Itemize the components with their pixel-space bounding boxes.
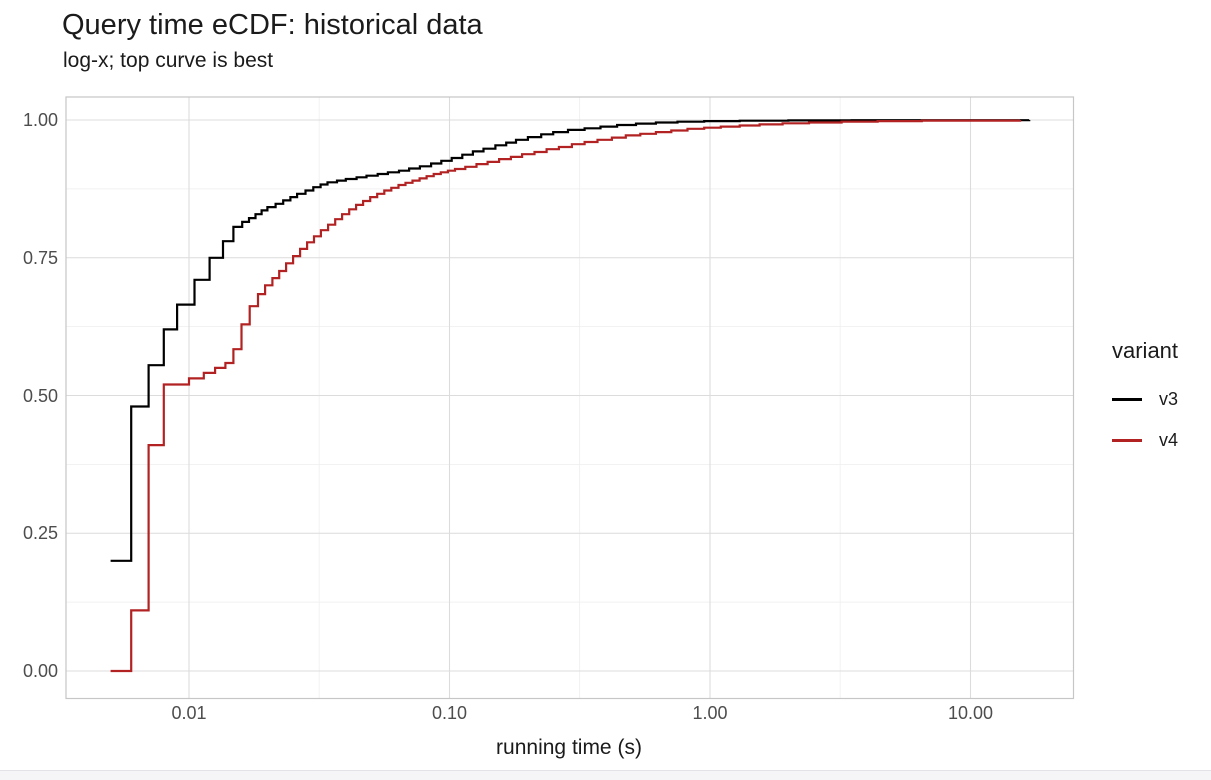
ecdf-curve-v4 [110, 119, 1022, 673]
ecdf-curve-v3 [110, 119, 1031, 562]
panel-border [65, 96, 1075, 700]
y-tick-label: 0.50 [22, 385, 58, 406]
x-tick-label: 1.00 [692, 703, 728, 723]
bottom-edge-strip [0, 770, 1211, 780]
x-axis-title: running time (s) [496, 736, 642, 759]
chart-subtitle: log-x; top curve is best [63, 49, 274, 72]
y-tick-label: 0.75 [22, 247, 58, 268]
y-tick-label: 0.00 [22, 661, 58, 681]
x-tick-label: 0.01 [171, 703, 207, 723]
y-tick-label: 0.25 [22, 523, 58, 544]
legend-key-line-v4 [1112, 438, 1142, 442]
legend: variant v3 v4 [1112, 338, 1178, 450]
legend-key-line-v3 [1112, 397, 1142, 401]
legend-label-v4: v4 [1159, 429, 1179, 450]
legend-title: variant [1112, 338, 1179, 363]
plot-panel [66, 97, 1074, 699]
x-tick-label: 0.10 [431, 703, 468, 723]
x-tick-label: 10.00 [947, 703, 994, 723]
legend-item-v4: v4 [1112, 430, 1178, 450]
chart-title: Query time eCDF: historical data [62, 9, 483, 41]
legend-item-v3: v3 [1112, 389, 1178, 409]
legend-label-v3: v3 [1159, 388, 1179, 409]
y-tick-label: 1.00 [22, 110, 58, 130]
